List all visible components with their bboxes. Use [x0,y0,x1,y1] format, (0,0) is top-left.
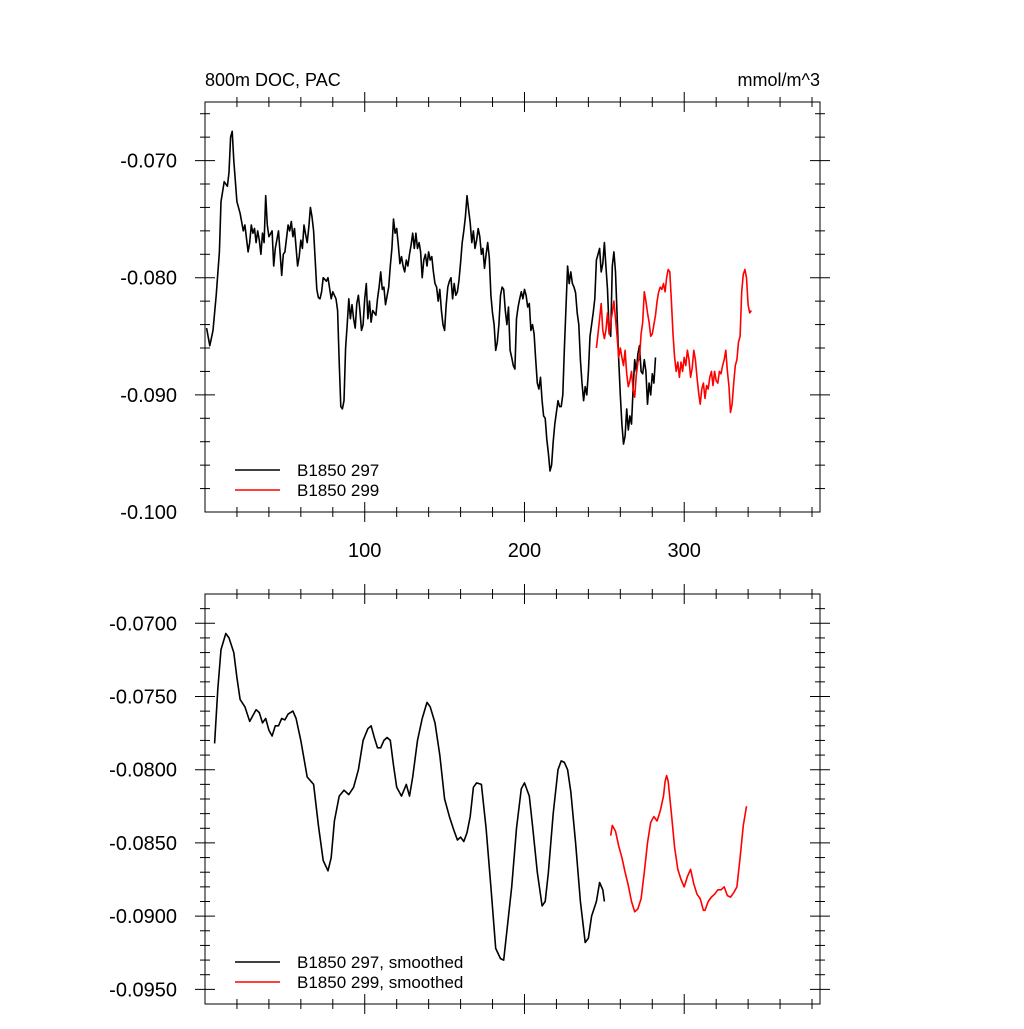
bottom-axis-ticks [195,584,830,1014]
bottom-plot-frame [204,593,821,1005]
x-tick-label: 300 [668,540,701,562]
y-tick-label: -0.070 [120,151,177,173]
bottom-axis-labels: -0.0700 -0.0750 -0.0800 -0.0850 -0.0900 -0.09… [109,613,177,1001]
top-series-lines [205,130,752,472]
bottom-panel: -0.0700 -0.0750 -0.0800 -0.0850 -0.0900 -0.09… [109,584,830,1014]
y-tick-label: -0.0900 [109,906,177,928]
top-axis-labels: -0.070 -0.080 -0.090 -0.100 100 200 300 [120,151,701,562]
bottom-series-lines [213,632,748,961]
legend-label-1: B1850 297, smoothed [297,953,463,972]
y-tick-label: -0.0800 [109,760,177,782]
series-line-2 [609,774,748,913]
top-panel: 800m DOC, PAC mmol/m^3 -0.070 -0.080 -0.09… [120,70,830,562]
legend-label-2: B1850 299, smoothed [297,973,463,992]
y-tick-label: -0.0750 [109,687,177,709]
series-line-1 [213,632,606,961]
series-line-2 [595,268,752,414]
top-axis-ticks [195,92,830,522]
y-tick-label: -0.0700 [109,613,177,635]
top-title-right: mmol/m^3 [738,70,820,90]
legend-label-1: B1850 297 [297,461,379,480]
legend-label-2: B1850 299 [297,481,379,500]
y-tick-label: -0.080 [120,268,177,290]
top-title-left: 800m DOC, PAC [205,70,341,90]
top-plot-frame [204,101,821,513]
y-tick-label: -0.0950 [109,979,177,1001]
y-tick-label: -0.100 [120,502,177,524]
x-tick-label: 100 [348,540,381,562]
y-tick-label: -0.0850 [109,833,177,855]
x-tick-label: 200 [508,540,541,562]
y-tick-label: -0.090 [120,385,177,407]
series-line-1 [205,130,657,472]
